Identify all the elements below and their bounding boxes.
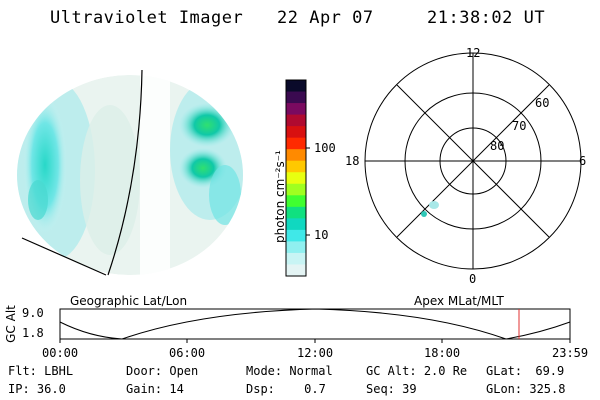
timeline-ymin: 1.8 (22, 326, 44, 340)
colorbar-cell (286, 264, 306, 277)
ip-value: 36.0 (36, 382, 66, 396)
polar-emission-spot-bright (421, 211, 427, 217)
glat-label: GLat: (486, 364, 523, 378)
filter-value: LBHL (44, 364, 74, 378)
mode-value: Normal (289, 364, 333, 378)
uv-emission-image (17, 75, 243, 275)
colorbar-cell (286, 252, 306, 266)
glat-value: 69.9 (535, 364, 565, 378)
colorbar-cell (286, 91, 306, 104)
gain-field: Gain: 14 (126, 382, 184, 396)
timeline-tick-2359: 23:59 (552, 346, 589, 360)
colorbar-cell (286, 149, 306, 162)
seq-label: Seq: (366, 382, 395, 396)
terminator-line (107, 69, 143, 276)
seq-value: 39 (402, 382, 417, 396)
colorbar-cell (286, 137, 306, 150)
observation-date: 22 Apr 07 (277, 8, 374, 28)
seq-field: Seq: 39 (366, 382, 417, 396)
altitude-curve (59, 308, 571, 340)
gain-label: Gain: (126, 382, 163, 396)
observation-time: 21:38:02 UT (427, 8, 546, 28)
polar-label-midnight: 0 (469, 272, 477, 286)
colorbar-cell (286, 195, 306, 208)
dsp-value: 0.7 (304, 382, 326, 396)
colorbar-cell (286, 241, 306, 254)
dsp-label: Dsp: (246, 382, 275, 396)
timeline-tick-0000: 00:00 (42, 346, 79, 360)
glon-field: GLon: 325.8 (486, 382, 565, 396)
colorbar-cell (286, 114, 306, 127)
colorbar-cell (286, 103, 306, 116)
colorbar-tick-10: 10 (314, 228, 329, 242)
ip-field: IP: 36.0 (8, 382, 66, 396)
colorbar-cell (286, 80, 306, 93)
ip-label: IP: (8, 382, 30, 396)
glon-value: 325.8 (529, 382, 566, 396)
colorbar-cell (286, 206, 306, 219)
timeline-tick-1200: 12:00 (297, 346, 334, 360)
polar-lat-60: 60 (535, 96, 550, 110)
timeline-ymax: 9.0 (22, 306, 44, 320)
mode-field: Mode: Normal (246, 364, 333, 378)
polar-label-dusk: 18 (345, 154, 360, 168)
dsp-field: Dsp: 0.7 (246, 382, 326, 396)
gc-alt-label: GC Alt: (366, 364, 417, 378)
filter-label: Flt: (8, 364, 37, 378)
timeline-tick-0600: 06:00 (169, 346, 206, 360)
colorbar-cell (286, 183, 306, 196)
timeline-tick-1800: 18:00 (424, 346, 461, 360)
gain-value: 14 (169, 382, 184, 396)
instrument-title: Ultraviolet Imager (50, 8, 244, 28)
polar-label-dawn: 6 (579, 154, 587, 168)
timeline-left-title: Geographic Lat/Lon (70, 294, 188, 308)
door-value: Open (169, 364, 199, 378)
glat-field: GLat: 69.9 (486, 364, 564, 378)
polar-label-noon: 12 (466, 46, 481, 60)
door-label: Door: (126, 364, 163, 378)
polar-lat-80: 80 (490, 139, 505, 153)
polar-emission-spot (429, 201, 439, 209)
colorbar-tick-100: 100 (314, 141, 336, 155)
polar-lat-70: 70 (512, 119, 527, 133)
filter-field: Flt: LBHL (8, 364, 73, 378)
horizon-line (21, 237, 107, 276)
colorbar-cell (286, 126, 306, 139)
colorbar-cell (286, 229, 306, 243)
door-field: Door: Open (126, 364, 198, 378)
mode-label: Mode: (246, 364, 283, 378)
gc-alt-field: GC Alt: 2.0 Re (366, 364, 467, 378)
colorbar-cell (286, 160, 306, 173)
colorbar-cell (286, 172, 306, 185)
glon-label: GLon: (486, 382, 523, 396)
gc-alt-value: 2.0 Re (423, 364, 468, 378)
colorbar-cell (286, 218, 306, 231)
timeline-right-title: Apex MLat/MLT (414, 294, 504, 308)
